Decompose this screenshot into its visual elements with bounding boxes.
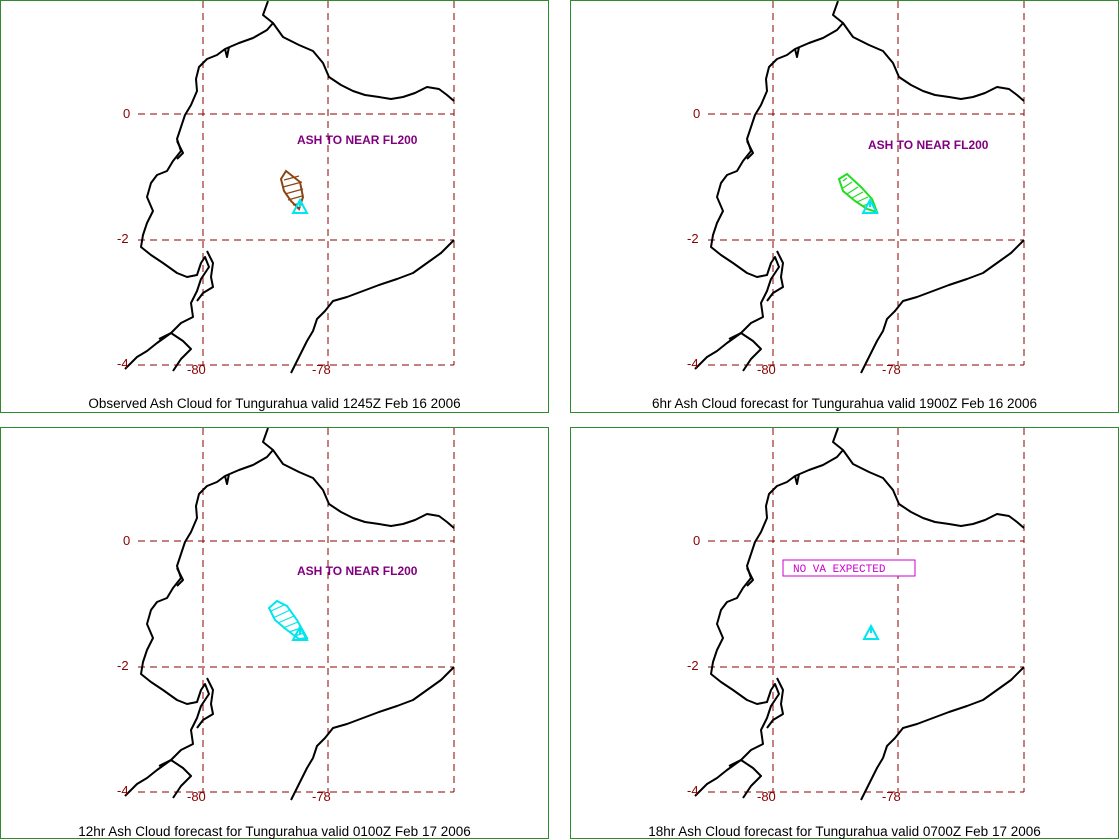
lat-label-0: 0	[693, 533, 700, 548]
volcano-triangle-icon	[291, 197, 309, 214]
graticule	[138, 428, 455, 793]
no-va-note: NO VA EXPECTED	[793, 564, 886, 576]
lat-label-minus-2: -2	[687, 658, 699, 673]
lat-label-minus-4: -4	[687, 356, 699, 371]
panel-caption: 6hr Ash Cloud forecast for Tungurahua va…	[651, 396, 1037, 411]
lat-label-minus-4: -4	[117, 356, 129, 371]
ash-cloud	[279, 169, 305, 211]
map-canvas: ASH TO NEAR FL200 0 -2 -4 -80 -78	[687, 1, 1025, 377]
ash-note: ASH TO NEAR FL200	[297, 133, 418, 147]
map-panel-18hr-forecast: NO VA EXPECTED 0 -2 -4 -80 -78 18hr Ash …	[570, 427, 1119, 839]
lat-label-minus-4: -4	[687, 783, 699, 798]
map-panel-12hr-forecast: ASH TO NEAR FL200 0 -2 -4 -80 -78 12hr A…	[0, 427, 549, 839]
lat-label-0: 0	[123, 533, 130, 548]
ash-note: ASH TO NEAR FL200	[297, 564, 418, 578]
coastline	[694, 428, 1025, 801]
ash-cloud	[267, 599, 309, 641]
volcano-triangle-icon	[862, 623, 880, 640]
panel-caption: Observed Ash Cloud for Tungurahua valid …	[88, 396, 461, 411]
map-canvas: ASH TO NEAR FL200 0 -2 -4 -80 -78	[117, 1, 455, 377]
lat-label-minus-4: -4	[117, 783, 129, 798]
panel-caption: 18hr Ash Cloud forecast for Tungurahua v…	[648, 824, 1041, 839]
ash-cloud	[837, 172, 879, 214]
no-va-box	[782, 559, 916, 577]
lat-label-minus-2: -2	[117, 658, 129, 673]
panel-caption: 12hr Ash Cloud forecast for Tungurahua v…	[78, 824, 471, 839]
lat-label-0: 0	[693, 106, 700, 121]
coastline	[124, 1, 455, 374]
lon-label-minus-80: -80	[757, 362, 776, 377]
map-panel-6hr-forecast: ASH TO NEAR FL200 0 -2 -4 -80 -78 6hr As…	[570, 0, 1119, 413]
ash-note: ASH TO NEAR FL200	[868, 138, 989, 152]
lat-label-minus-2: -2	[117, 231, 129, 246]
lon-label-minus-80: -80	[757, 789, 776, 804]
volcano-triangle-icon	[291, 624, 309, 641]
lon-label-minus-80: -80	[187, 789, 206, 804]
lon-label-minus-80: -80	[187, 362, 206, 377]
coastline	[124, 428, 455, 801]
graticule	[708, 1, 1025, 366]
graticule	[708, 428, 1025, 793]
lat-label-minus-2: -2	[687, 231, 699, 246]
volcano-triangle-icon	[861, 197, 879, 214]
lon-label-minus-78: -78	[312, 362, 331, 377]
lon-label-minus-78: -78	[312, 789, 331, 804]
map-canvas: ASH TO NEAR FL200 0 -2 -4 -80 -78	[117, 428, 455, 804]
lat-label-0: 0	[123, 106, 130, 121]
lon-label-minus-78: -78	[882, 362, 901, 377]
map-canvas: NO VA EXPECTED 0 -2 -4 -80 -78	[687, 428, 1025, 804]
coastline	[694, 1, 1025, 374]
map-panel-observed: ASH TO NEAR FL200 0 -2 -4 -80 -78 Observ…	[0, 0, 549, 413]
lon-label-minus-78: -78	[882, 789, 901, 804]
